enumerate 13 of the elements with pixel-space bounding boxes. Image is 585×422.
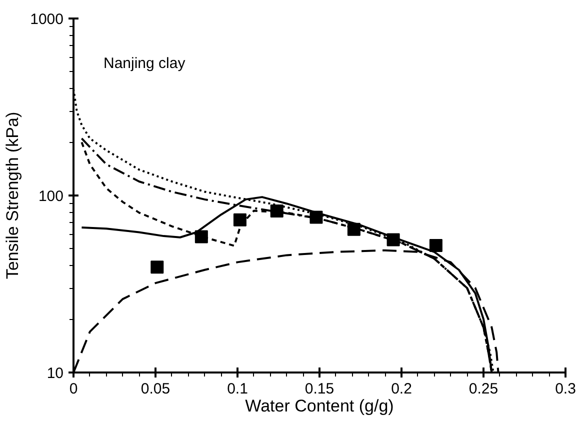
- x-tick-label: 0.25: [468, 380, 498, 398]
- annotation: Nanjing clay: [104, 55, 186, 72]
- y-tick-label: 10: [46, 365, 64, 382]
- x-tick-label: 0.1: [227, 380, 248, 398]
- x-tick-label: 0.3: [555, 380, 576, 398]
- x-tick-label: 0: [69, 380, 78, 398]
- x-axis-title: Water Content (g/g): [245, 396, 394, 416]
- y-tick-label: 1000: [30, 11, 64, 28]
- x-tick-label: 0.2: [391, 380, 412, 398]
- y-tick-label: 100: [38, 188, 64, 205]
- x-tick-label: 0.15: [304, 380, 334, 398]
- y-axis-title: Tensile Strength (kPa): [3, 112, 22, 280]
- x-tick-label: 0.05: [140, 380, 170, 398]
